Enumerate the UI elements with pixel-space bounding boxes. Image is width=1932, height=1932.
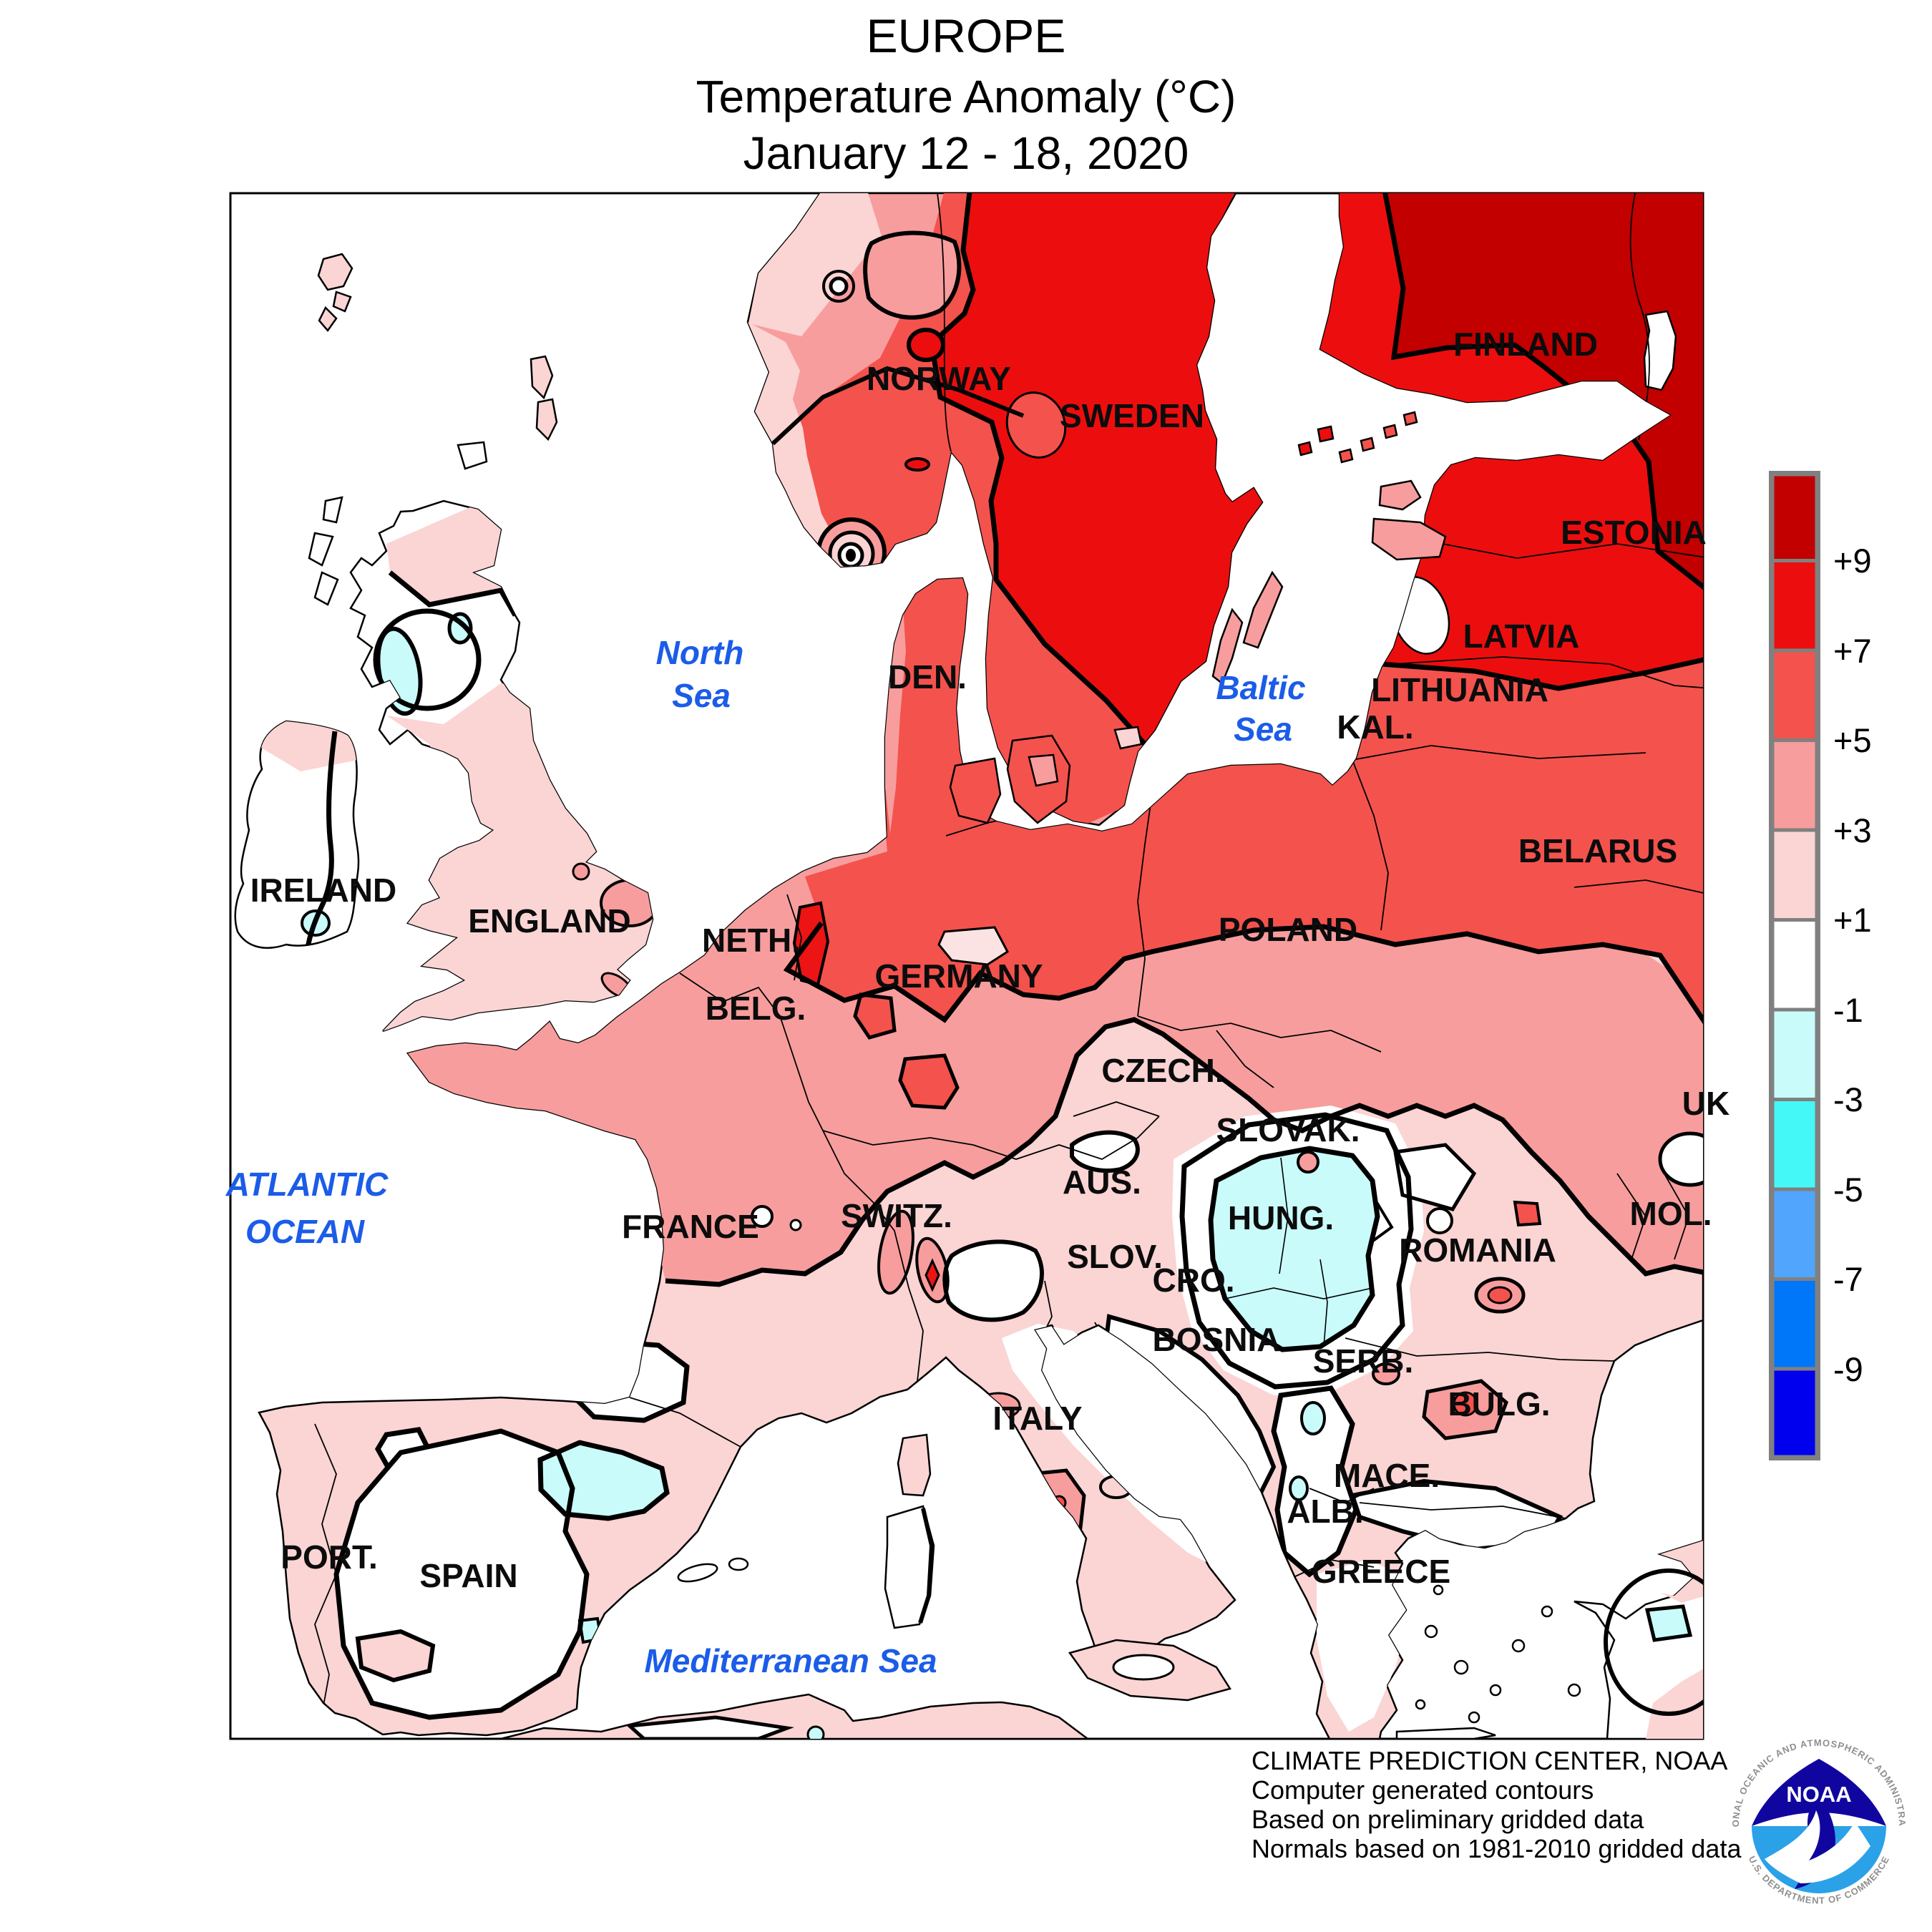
svg-text:GREECE: GREECE	[1312, 1553, 1450, 1590]
svg-text:HUNG.: HUNG.	[1228, 1199, 1334, 1236]
svg-text:CRO.: CRO.	[1153, 1262, 1235, 1299]
svg-text:SPAIN: SPAIN	[419, 1557, 517, 1594]
svg-text:LATVIA: LATVIA	[1463, 618, 1580, 655]
svg-text:ROMANIA: ROMANIA	[1399, 1231, 1556, 1269]
svg-text:+7: +7	[1833, 632, 1872, 670]
svg-text:SLOV.: SLOV.	[1067, 1238, 1163, 1275]
svg-text:CZECH.: CZECH.	[1101, 1052, 1224, 1089]
svg-text:KAL.: KAL.	[1337, 708, 1413, 746]
svg-text:BULG.: BULG.	[1448, 1385, 1550, 1423]
svg-text:+3: +3	[1833, 811, 1872, 849]
svg-text:NORWAY: NORWAY	[867, 360, 1011, 397]
svg-text:SWEDEN: SWEDEN	[1060, 397, 1204, 434]
svg-text:+1: +1	[1833, 901, 1872, 939]
svg-text:SWITZ.: SWITZ.	[841, 1197, 952, 1234]
svg-text:Mediterranean Sea: Mediterranean Sea	[644, 1642, 937, 1679]
svg-text:FRANCE: FRANCE	[622, 1208, 759, 1245]
svg-text:BELG.: BELG.	[706, 990, 806, 1027]
svg-text:-7: -7	[1833, 1260, 1863, 1298]
svg-text:+9: +9	[1833, 542, 1872, 580]
svg-text:MOL.: MOL.	[1630, 1195, 1712, 1232]
svg-text:BOSNIA: BOSNIA	[1153, 1321, 1281, 1358]
svg-text:Sea: Sea	[1234, 711, 1292, 748]
svg-text:-1: -1	[1833, 991, 1863, 1029]
svg-text:MACE.: MACE.	[1334, 1457, 1440, 1494]
svg-text:Sea: Sea	[672, 677, 731, 714]
svg-text:NOAA: NOAA	[1786, 1782, 1851, 1807]
svg-text:ENGLAND: ENGLAND	[468, 902, 630, 940]
svg-text:SERB.: SERB.	[1313, 1342, 1414, 1380]
svg-text:IRELAND: IRELAND	[250, 872, 396, 909]
svg-text:Baltic: Baltic	[1216, 669, 1305, 706]
svg-text:-3: -3	[1833, 1080, 1863, 1118]
svg-text:-9: -9	[1833, 1350, 1863, 1388]
svg-text:ATLANTIC: ATLANTIC	[225, 1166, 389, 1203]
svg-text:AUS.: AUS.	[1063, 1163, 1141, 1201]
svg-text:OCEAN: OCEAN	[245, 1213, 365, 1250]
svg-text:FINLAND: FINLAND	[1453, 326, 1598, 363]
svg-text:GERMANY: GERMANY	[874, 957, 1043, 995]
svg-text:UK: UK	[1682, 1085, 1729, 1122]
svg-text:DEN.: DEN.	[888, 658, 967, 696]
svg-text:PORT.: PORT.	[280, 1538, 377, 1576]
svg-text:ESTONIA: ESTONIA	[1561, 514, 1707, 551]
svg-text:LITHUANIA: LITHUANIA	[1371, 671, 1548, 708]
svg-text:ITALY: ITALY	[992, 1400, 1082, 1437]
svg-text:-5: -5	[1833, 1171, 1863, 1209]
svg-text:+5: +5	[1833, 721, 1872, 759]
svg-text:BELARUS: BELARUS	[1518, 832, 1677, 869]
svg-text:NETH.: NETH.	[702, 922, 801, 959]
svg-text:North: North	[656, 634, 744, 671]
svg-text:SLOVAK.: SLOVAK.	[1216, 1111, 1360, 1148]
svg-text:ALB.: ALB.	[1287, 1493, 1363, 1530]
svg-text:POLAND: POLAND	[1219, 911, 1357, 948]
